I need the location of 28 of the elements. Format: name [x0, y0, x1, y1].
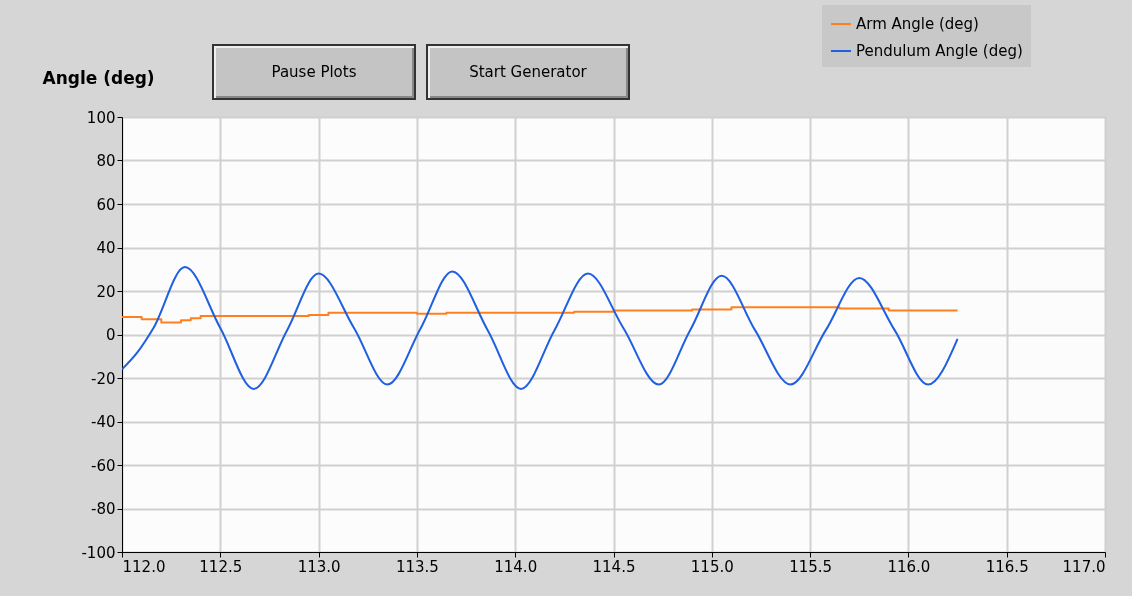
button: Pause Plots — [212, 44, 416, 100]
y-tick-label: 20 — [96, 282, 116, 301]
legend-label: Pendulum Angle (deg) — [856, 42, 1023, 60]
y-tick-label: -20 — [91, 369, 116, 388]
button: Start Generator — [426, 44, 630, 100]
x-tick-label: 115.5 — [789, 557, 833, 576]
legend-label: Arm Angle (deg) — [856, 15, 979, 33]
y-tick-label: -80 — [91, 500, 116, 518]
y-tick-label: 40 — [96, 239, 116, 257]
x-tick-label: 112.5 — [199, 557, 243, 576]
y-tick-label: 60 — [96, 195, 116, 214]
x-tick-label: 114.0 — [494, 557, 538, 576]
y-tick-label: -40 — [91, 413, 116, 431]
x-tick-label: 116.0 — [887, 557, 931, 576]
x-tick-label: 113.5 — [395, 557, 439, 576]
x-tick-label: 116.5 — [985, 557, 1029, 576]
y-tick-label: -60 — [91, 456, 116, 475]
x-tick-label: 117.0 — [1062, 557, 1106, 576]
x-tick-label: 113.0 — [297, 557, 341, 576]
y-tick-label: 100 — [86, 108, 116, 127]
y-tick-label: 80 — [96, 152, 116, 170]
x-tick-label: 114.5 — [592, 557, 636, 576]
x-tick-label: 115.0 — [690, 557, 734, 576]
y-axis-title: Angle (deg) — [42, 67, 155, 88]
line-series — [122, 266, 959, 390]
y-tick-label: -100 — [81, 543, 116, 562]
y-tick-label: 0 — [105, 326, 116, 344]
x-tick-label: 112.0 — [122, 557, 166, 576]
